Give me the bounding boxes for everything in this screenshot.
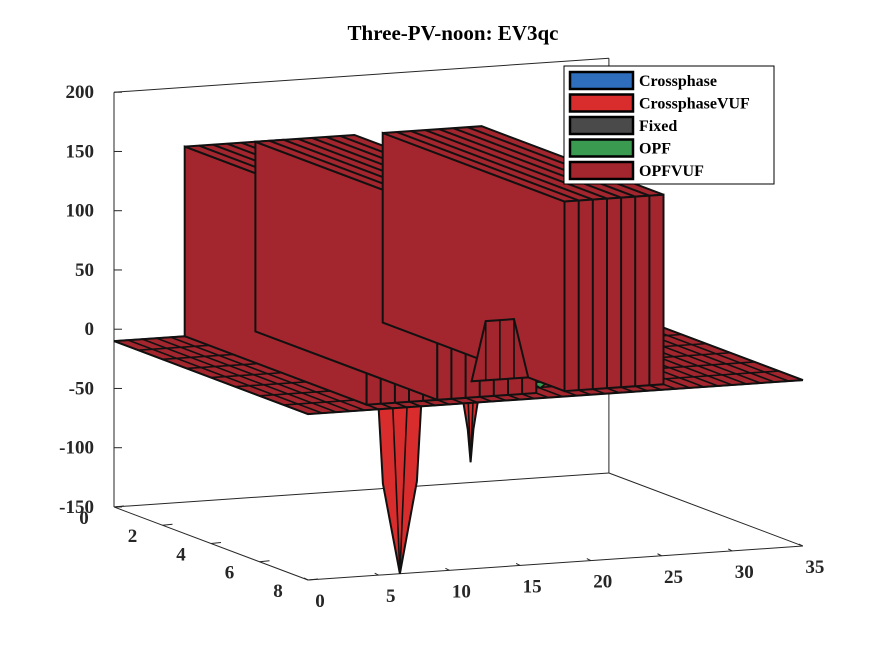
wall-3-rib bbox=[424, 129, 608, 389]
axis-edge bbox=[608, 472, 804, 547]
x-tick-label: 10 bbox=[452, 581, 471, 602]
y-tick-mark bbox=[113, 505, 125, 508]
z-tick-label: 100 bbox=[66, 201, 95, 222]
x-tick-label: 5 bbox=[386, 586, 396, 607]
surface-grid-line bbox=[113, 340, 309, 415]
x-tick-label: 15 bbox=[523, 576, 542, 597]
x-tick-label: 25 bbox=[664, 567, 683, 588]
x-tick-label: 35 bbox=[805, 557, 824, 578]
y-tick-mark bbox=[307, 578, 319, 581]
axis-edge bbox=[113, 472, 609, 508]
x-tick-mark bbox=[657, 553, 662, 557]
z-tick-label: -50 bbox=[69, 378, 94, 399]
wall-3-rib bbox=[410, 130, 594, 390]
y-tick-mark bbox=[259, 560, 270, 563]
y-tick-mark bbox=[162, 523, 173, 526]
x-tick-mark bbox=[798, 543, 804, 547]
wall-3-rib bbox=[396, 131, 580, 391]
surface-plot bbox=[113, 125, 804, 574]
legend-entry-label: OPF bbox=[639, 141, 671, 158]
legend[interactable]: Crossphase CrossphaseVUF Fixed OPF OPFVUF bbox=[563, 65, 775, 185]
z-tick-label: 200 bbox=[66, 82, 95, 103]
dip-rib bbox=[469, 402, 474, 463]
x-tick-label: 0 bbox=[315, 591, 325, 612]
wall-3-front-face bbox=[563, 193, 665, 393]
legend-entry-label: OPFVUF bbox=[639, 163, 704, 180]
y-tick-label: 8 bbox=[273, 581, 283, 602]
y-tick-label: 6 bbox=[225, 563, 235, 584]
x-tick-mark bbox=[586, 558, 592, 562]
axis-edge bbox=[113, 57, 609, 93]
dip-mark bbox=[377, 405, 423, 574]
x-tick-mark bbox=[374, 572, 379, 576]
z-tick-label: 0 bbox=[85, 319, 95, 340]
x-tick-mark bbox=[515, 563, 521, 566]
legend-swatch bbox=[568, 160, 635, 181]
x-tick-label: 20 bbox=[593, 572, 612, 593]
legend-swatch bbox=[568, 115, 635, 136]
legend-entry-label: Crossphase bbox=[639, 73, 717, 90]
y-tick-label: 0 bbox=[79, 508, 89, 529]
dip-rib bbox=[392, 408, 401, 574]
axis-edge bbox=[307, 545, 803, 581]
legend-swatch bbox=[568, 93, 635, 113]
z-tick-label: 50 bbox=[75, 260, 94, 281]
legend-swatch bbox=[568, 70, 635, 91]
x-tick-label: 30 bbox=[735, 562, 754, 583]
z-tick-label: 150 bbox=[66, 141, 95, 162]
y-tick-mark bbox=[210, 541, 222, 544]
y-tick-label: 2 bbox=[128, 526, 138, 547]
dip-rib bbox=[399, 407, 408, 574]
z-tick-label: -100 bbox=[59, 438, 94, 459]
chart-title: Three-PV-noon: EV3qc bbox=[348, 21, 559, 45]
axis-ticks: -150 -100 -50 0 50 100 150 200 0 5 10 15 20 25 30 35 0 2 4… bbox=[59, 82, 824, 612]
legend-swatch bbox=[568, 138, 635, 158]
y-tick-label: 4 bbox=[176, 544, 186, 565]
wall-3-rib bbox=[467, 126, 651, 386]
legend-entry-label: CrossphaseVUF bbox=[639, 96, 750, 113]
legend-entry-label: Fixed bbox=[639, 118, 677, 135]
z-tick-label: -150 bbox=[59, 497, 94, 518]
x-tick-mark bbox=[727, 548, 733, 552]
wall-3-rib bbox=[438, 128, 623, 388]
wall-3-rib bbox=[453, 127, 637, 387]
x-tick-mark bbox=[303, 577, 309, 581]
x-tick-mark bbox=[445, 567, 450, 571]
